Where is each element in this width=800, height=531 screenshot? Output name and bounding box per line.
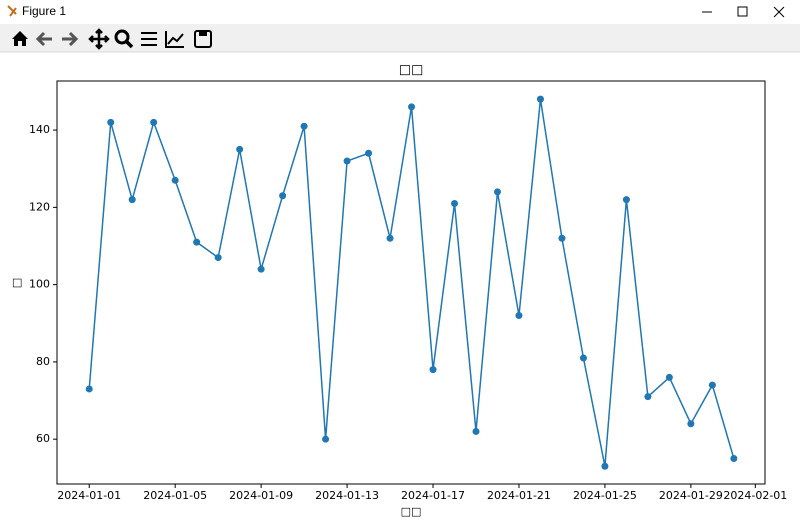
app-icon — [7, 5, 17, 17]
x-tick-label: 2024-01-17 — [401, 489, 465, 502]
home-button[interactable] — [12, 31, 28, 46]
marker — [493, 188, 501, 196]
marker — [150, 118, 158, 126]
y-tick-label: 140 — [29, 123, 50, 136]
x-tick-label: 2024-01-09 — [229, 489, 293, 502]
pan-button[interactable] — [88, 28, 110, 50]
marker — [579, 354, 587, 362]
axes-frame — [56, 80, 766, 485]
x-tick-label: 2024-01-13 — [315, 489, 379, 502]
close-button[interactable] — [773, 6, 785, 18]
back-button[interactable] — [35, 31, 52, 47]
marker — [214, 254, 222, 262]
marker — [665, 373, 673, 381]
marker — [386, 234, 394, 242]
marker — [236, 145, 244, 153]
x-tick-label: 2024-01-01 — [57, 489, 121, 502]
x-tick-label: 2024-01-21 — [487, 489, 551, 502]
marker — [343, 157, 351, 165]
maximize-button[interactable] — [737, 6, 748, 17]
marker — [107, 118, 115, 126]
x-tick-label: 2024-01-05 — [143, 489, 207, 502]
y-tick-label: 80 — [36, 355, 50, 368]
y-tick-label: 60 — [36, 432, 50, 445]
marker — [644, 393, 652, 401]
marker — [708, 381, 716, 389]
save-icon-part — [199, 31, 207, 36]
marker — [171, 176, 179, 184]
chart-title: □□ — [399, 63, 424, 78]
marker — [601, 462, 609, 470]
marker — [128, 196, 136, 204]
marker — [85, 385, 93, 393]
title-bar — [0, 0, 800, 24]
y-tick-label: 100 — [29, 278, 50, 291]
marker — [322, 435, 330, 443]
marker — [408, 103, 416, 111]
marker — [429, 366, 437, 374]
marker — [558, 234, 566, 242]
x-tick-label: 2024-01-25 — [573, 489, 637, 502]
marker — [472, 427, 480, 435]
y-axis-label: □ — [10, 278, 23, 288]
x-tick-label: 2024-02-01 — [723, 489, 787, 502]
marker — [279, 192, 287, 200]
marker — [622, 196, 630, 204]
marker — [687, 420, 695, 428]
y-tick-label: 120 — [29, 200, 50, 213]
zoom-handle — [124, 39, 134, 49]
marker — [730, 454, 738, 462]
marker — [300, 122, 308, 130]
x-axis-label: □□ — [401, 505, 422, 518]
window-title: Figure 1 — [22, 4, 66, 18]
axes-button[interactable] — [165, 31, 184, 48]
marker — [536, 95, 544, 103]
marker — [515, 312, 523, 320]
zoom-button[interactable] — [114, 29, 130, 45]
marker — [257, 265, 265, 273]
subplots-button[interactable] — [141, 32, 157, 46]
marker — [365, 149, 373, 157]
marker — [451, 199, 459, 207]
marker — [193, 238, 201, 246]
forward-button[interactable] — [62, 31, 79, 47]
x-tick-label: 2024-01-29 — [659, 489, 723, 502]
toolbar — [0, 24, 800, 52]
